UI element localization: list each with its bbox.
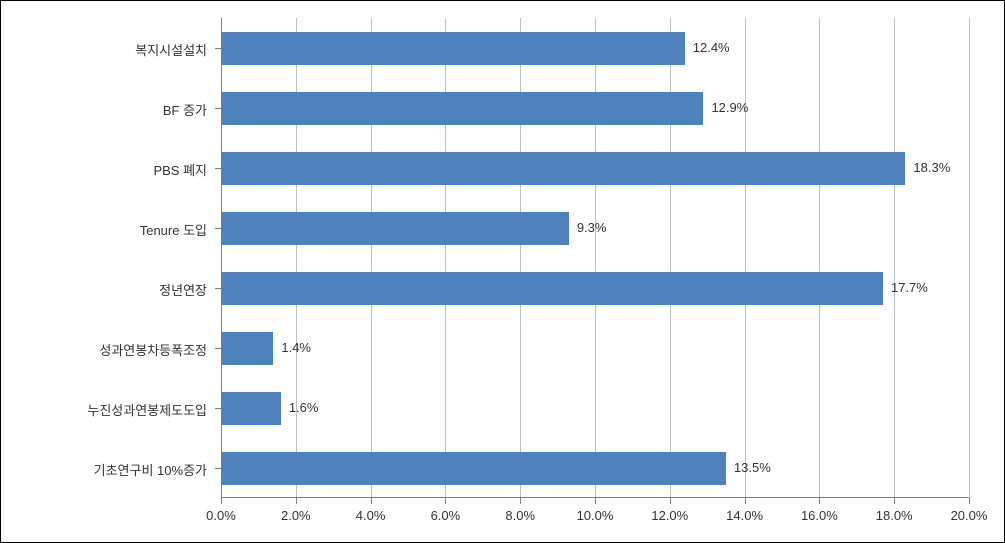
x-tick-mark	[371, 498, 372, 504]
y-tick-mark	[215, 348, 221, 349]
bar-value-label: 9.3%	[577, 220, 607, 235]
y-tick-mark	[215, 288, 221, 289]
x-tick-mark	[296, 498, 297, 504]
y-tick-mark	[215, 108, 221, 109]
bar-value-label: 12.9%	[711, 100, 748, 115]
gridline	[221, 18, 222, 498]
y-axis-label: 성과연봉차등폭조정	[1, 340, 207, 359]
gridline	[445, 18, 446, 498]
y-tick-mark	[215, 408, 221, 409]
plot-area	[221, 18, 969, 498]
x-tick-label: 12.0%	[651, 508, 688, 523]
gridline	[296, 18, 297, 498]
x-tick-label: 4.0%	[356, 508, 386, 523]
y-axis-label: BF 증가	[1, 100, 207, 119]
x-tick-label: 14.0%	[726, 508, 763, 523]
bar-value-label: 13.5%	[734, 460, 771, 475]
x-tick-mark	[969, 498, 970, 504]
x-tick-label: 16.0%	[801, 508, 838, 523]
x-tick-label: 2.0%	[281, 508, 311, 523]
x-tick-label: 8.0%	[505, 508, 535, 523]
y-axis-label: 누진성과연봉제도도입	[1, 400, 207, 419]
gridline	[595, 18, 596, 498]
gridline	[894, 18, 895, 498]
bar-value-label: 18.3%	[913, 160, 950, 175]
x-tick-mark	[520, 498, 521, 504]
y-axis-label: PBS 폐지	[1, 160, 207, 179]
x-tick-mark	[670, 498, 671, 504]
x-tick-label: 18.0%	[876, 508, 913, 523]
gridline	[670, 18, 671, 498]
bar	[221, 152, 905, 185]
y-tick-mark	[215, 468, 221, 469]
gridline	[969, 18, 970, 498]
gridline	[745, 18, 746, 498]
x-tick-mark	[445, 498, 446, 504]
x-tick-label: 20.0%	[951, 508, 988, 523]
bar	[221, 392, 281, 425]
bar	[221, 92, 703, 125]
y-axis-label: 복지시설설치	[1, 40, 207, 59]
bar-value-label: 1.6%	[289, 400, 319, 415]
y-tick-mark	[215, 168, 221, 169]
bar-value-label: 17.7%	[891, 280, 928, 295]
bar	[221, 212, 569, 245]
x-tick-mark	[221, 498, 222, 504]
bar	[221, 32, 685, 65]
y-axis-label: 정년연장	[1, 280, 207, 299]
bar	[221, 332, 273, 365]
x-tick-mark	[819, 498, 820, 504]
y-tick-mark	[215, 228, 221, 229]
y-tick-mark	[215, 48, 221, 49]
y-axis-label: 기초연구비 10%증가	[1, 460, 207, 479]
chart-container: 0.0% 2.0% 4.0% 6.0% 8.0% 10.0% 12.0% 14.0% 16.0%…	[0, 0, 1005, 543]
x-tick-mark	[595, 498, 596, 504]
bar-value-label: 12.4%	[693, 40, 730, 55]
bar	[221, 272, 883, 305]
gridline	[819, 18, 820, 498]
x-tick-mark	[894, 498, 895, 504]
x-tick-mark	[745, 498, 746, 504]
bar-value-label: 1.4%	[281, 340, 311, 355]
x-tick-label: 0.0%	[206, 508, 236, 523]
gridline	[371, 18, 372, 498]
x-tick-label: 6.0%	[431, 508, 461, 523]
y-axis-label: Tenure 도입	[1, 220, 207, 239]
gridline	[520, 18, 521, 498]
x-tick-label: 10.0%	[577, 508, 614, 523]
bar	[221, 452, 726, 485]
